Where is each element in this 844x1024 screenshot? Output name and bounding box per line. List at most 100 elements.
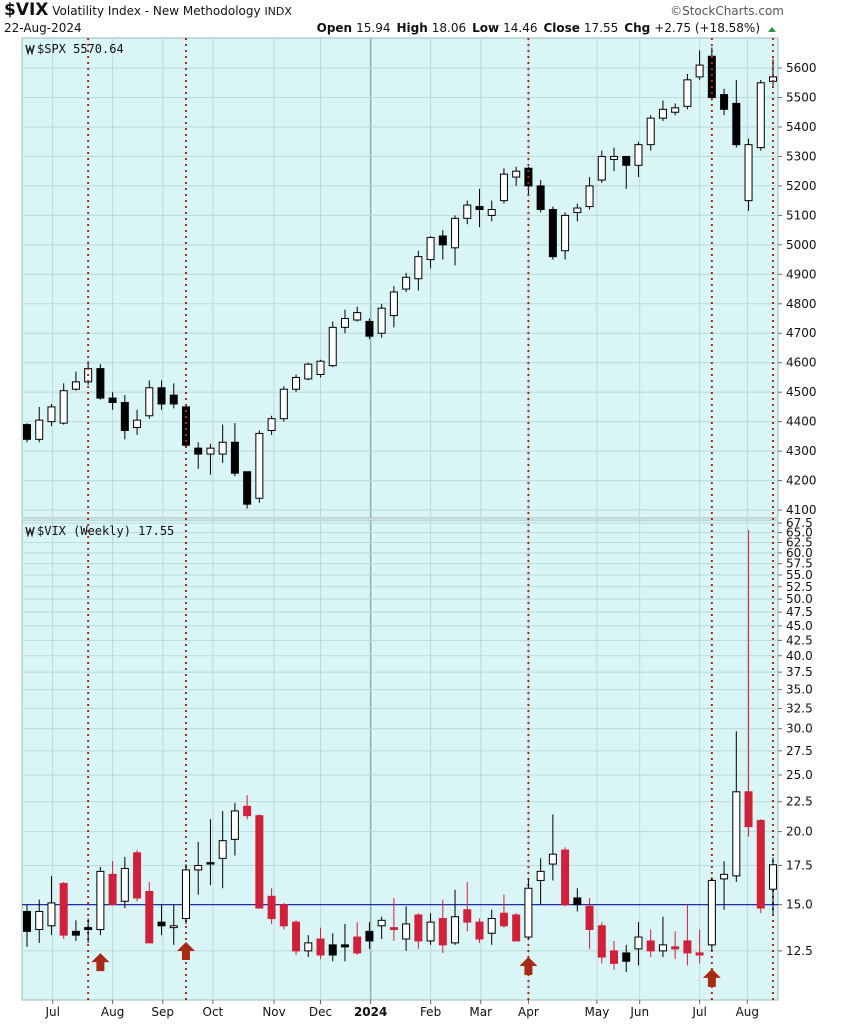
- y-tick-label: 4700: [786, 326, 817, 340]
- candle-body: [671, 107, 680, 113]
- candle-body: [756, 82, 765, 149]
- y-tick-label: 12.5: [786, 944, 813, 958]
- candle-body: [524, 887, 533, 938]
- candle-body: [218, 441, 227, 455]
- candle-body: [683, 940, 692, 954]
- candle-body: [597, 155, 606, 181]
- candle-body: [585, 185, 594, 208]
- candle-body: [683, 79, 692, 107]
- candle-body: [108, 397, 117, 403]
- candle-body: [756, 819, 765, 909]
- candle-body: [133, 419, 142, 429]
- y-tick-label: 37.5: [786, 665, 813, 679]
- candle-body: [487, 918, 496, 934]
- quote-label: Open: [317, 21, 352, 35]
- candle-body: [695, 952, 704, 956]
- quote-value: +2.75 (+18.58%): [654, 21, 760, 35]
- candle-body: [267, 418, 276, 431]
- candle-body: [561, 849, 570, 906]
- candle-body: [365, 930, 374, 942]
- candle-body: [157, 387, 166, 405]
- x-tick-label: Jun: [629, 1005, 649, 1019]
- x-tick-label: 2024: [354, 1005, 387, 1019]
- candle-body: [181, 869, 190, 920]
- x-tick-label: Mar: [469, 1005, 492, 1019]
- candle-body: [340, 318, 349, 328]
- quote-label: High: [396, 21, 427, 35]
- plot-background: [21, 519, 779, 1001]
- y-tick-label: 25.0: [786, 768, 813, 782]
- candle-body: [365, 320, 374, 337]
- y-tick-label: 5000: [786, 238, 817, 252]
- candle-body: [133, 852, 142, 899]
- y-tick-label: 57.5: [786, 557, 813, 571]
- x-tick-label: May: [584, 1005, 609, 1019]
- y-tick-label: 50.0: [786, 592, 813, 606]
- signal-arrow: [519, 956, 538, 975]
- candle-body: [316, 938, 325, 956]
- candle-body: [279, 388, 288, 420]
- candle-body: [414, 256, 423, 280]
- index-name: Volatility Index - New Methodology: [52, 4, 260, 18]
- candle-body: [267, 895, 276, 920]
- candle-body: [512, 914, 521, 942]
- candle-body: [145, 890, 154, 944]
- candle-body: [47, 406, 56, 423]
- candle-body: [96, 870, 105, 930]
- candle-body: [634, 936, 643, 950]
- candle-body: [71, 381, 80, 390]
- candle-body: [206, 862, 215, 865]
- y-tick-label: 45.0: [786, 619, 813, 633]
- signal-arrow: [91, 953, 110, 972]
- panel-icon: [25, 526, 35, 538]
- candle-body: [597, 925, 606, 958]
- candle-body: [120, 401, 129, 431]
- candle-body: [230, 810, 239, 840]
- candle-body: [243, 471, 252, 505]
- candle-body: [646, 940, 655, 952]
- x-tick-label: Nov: [262, 1005, 285, 1019]
- exchange: INDX: [264, 5, 292, 18]
- y-tick-label: 52.5: [786, 580, 813, 594]
- date: 22-Aug-2024: [4, 21, 82, 35]
- quote-label: Low: [472, 21, 499, 35]
- candle-body: [573, 207, 582, 213]
- y-tick-label: 47.5: [786, 605, 813, 619]
- candle-body: [438, 235, 447, 246]
- candle-body: [744, 144, 753, 202]
- candle-body: [402, 276, 411, 290]
- candle-body: [328, 326, 337, 367]
- candle-body: [536, 870, 545, 881]
- candle-body: [744, 791, 753, 828]
- candle-body: [377, 919, 386, 927]
- x-tick-label: Aug: [736, 1005, 759, 1019]
- candle-body: [426, 236, 435, 261]
- candle-body: [194, 865, 203, 871]
- candle-body: [658, 944, 667, 952]
- candle-body: [658, 108, 667, 119]
- candle-body: [720, 873, 729, 880]
- candle-body: [377, 307, 386, 334]
- y-tick-label: 35.0: [786, 683, 813, 697]
- candle-body: [255, 815, 264, 909]
- header-title: $VIX Volatility Index - New Methodology …: [4, 0, 292, 20]
- candle-body: [389, 927, 398, 930]
- candle-body: [194, 447, 203, 455]
- candle-body: [353, 936, 362, 954]
- candle-body: [108, 873, 117, 906]
- candle-body: [622, 155, 631, 166]
- x-tick-label: Sep: [151, 1005, 174, 1019]
- quote-value: 17.55: [584, 21, 618, 35]
- x-tick-label: Apr: [518, 1005, 539, 1019]
- y-tick-label: 15.0: [786, 898, 813, 912]
- quote-label: Close: [543, 21, 579, 35]
- y-tick-label: 5100: [786, 208, 817, 222]
- quote-value: 15.94: [356, 21, 390, 35]
- candle-body: [769, 864, 777, 890]
- y-tick-label: 4800: [786, 297, 817, 311]
- y-tick-label: 55.0: [786, 568, 813, 582]
- y-tick-label: 67.5: [786, 516, 813, 530]
- x-tick-label: Feb: [420, 1005, 441, 1019]
